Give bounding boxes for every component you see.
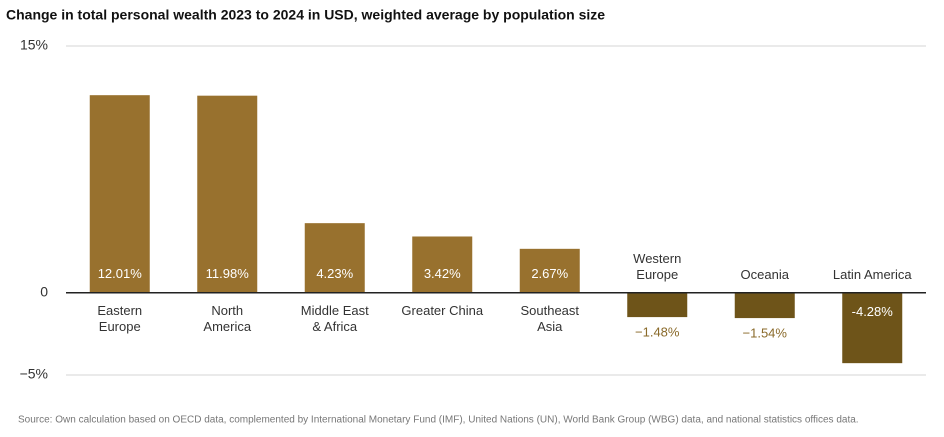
value-label: 11.98% xyxy=(206,266,250,281)
bar xyxy=(304,223,365,293)
bar xyxy=(412,236,473,293)
x-tick-label: Middle East & Africa xyxy=(301,303,369,334)
y-tick-label: −5% xyxy=(20,366,48,382)
x-tick-label: Western Europe xyxy=(633,251,681,282)
x-tick-label: Eastern Europe xyxy=(97,303,142,334)
bar xyxy=(197,95,258,293)
value-label: 12.01% xyxy=(98,266,143,281)
value-label: 2.67% xyxy=(531,266,568,281)
bar xyxy=(89,95,150,293)
bar xyxy=(842,292,903,364)
x-tick-label: Greater China xyxy=(401,303,483,318)
bar xyxy=(519,248,580,293)
x-tick-label: North America xyxy=(203,303,251,334)
y-tick-label: 15% xyxy=(20,37,48,53)
y-tick-label: 0 xyxy=(40,283,48,299)
x-tick-label: Southeast Asia xyxy=(520,303,579,334)
bar xyxy=(627,292,688,318)
chart-title: Change in total personal wealth 2023 to … xyxy=(6,7,605,23)
source-note: Source: Own calculation based on OECD da… xyxy=(18,415,859,426)
value-label: 3.42% xyxy=(424,266,461,281)
value-label: 4.23% xyxy=(316,266,353,281)
value-label: −1.54% xyxy=(743,326,788,341)
bar xyxy=(734,292,795,319)
x-tick-label: Oceania xyxy=(741,267,790,282)
value-label: −1.48% xyxy=(635,325,680,340)
x-tick-label: Latin America xyxy=(833,267,913,282)
value-label: -4.28% xyxy=(852,304,894,319)
